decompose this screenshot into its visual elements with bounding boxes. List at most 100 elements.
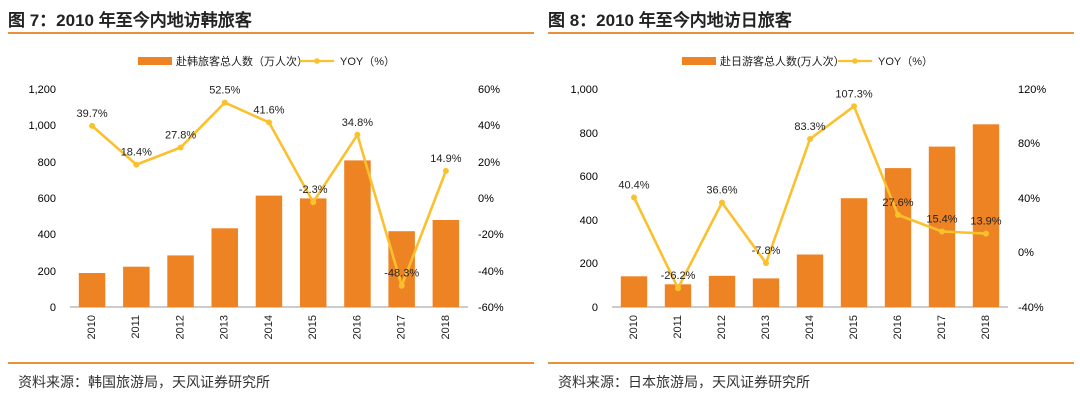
- bar-2010: [620, 276, 648, 307]
- yoy-point-2010: [89, 122, 96, 129]
- yoy-series: [89, 99, 449, 289]
- source-note: 资料来源：日本旅游局，天风证券研究所: [558, 374, 810, 390]
- x-tick-label: 2014: [263, 315, 275, 339]
- bar-2011: [123, 266, 150, 307]
- yoy-data-label: -2.3%: [299, 184, 328, 196]
- yoy-data-label: 52.5%: [209, 85, 240, 97]
- chart-title: 图 7：2010 年至今内地访韩旅客: [8, 11, 252, 30]
- left-tick: 400: [38, 229, 56, 241]
- left-tick: 800: [38, 157, 56, 169]
- chart-panel-japan: 图 8：2010 年至今内地访日旅客 赴日游客总人数(万人次） YOY（%） 1…: [548, 0, 1074, 400]
- yoy-point-2014: [807, 136, 813, 142]
- source-divider: [8, 362, 534, 364]
- left-tick: 400: [580, 215, 598, 227]
- yoy-point-2013: [221, 99, 228, 106]
- x-tick-label: 2011: [672, 315, 684, 339]
- yoy-point-2013: [763, 260, 769, 267]
- x-tick-label: 2013: [760, 315, 772, 339]
- yoy-point-2018: [983, 230, 989, 237]
- x-tick-label: 2013: [219, 315, 231, 339]
- bar-2016: [344, 160, 371, 307]
- yoy-data-label: 34.8%: [342, 117, 373, 129]
- x-tick-label: 2011: [130, 315, 142, 339]
- right-tick: -60%: [478, 302, 504, 314]
- legend-bar-label: 赴日游客总人数(万人次）: [720, 54, 845, 68]
- yoy-data-label: 41.6%: [253, 104, 284, 116]
- legend-line-marker: [314, 58, 320, 64]
- legend-bar-swatch: [138, 57, 172, 65]
- left-tick: 600: [38, 193, 56, 205]
- yoy-data-label: 13.9%: [970, 216, 1001, 228]
- yoy-point-2011: [675, 285, 681, 292]
- bar-2015: [300, 198, 327, 307]
- right-tick: 0%: [1018, 247, 1034, 259]
- right-tick: 40%: [478, 120, 500, 132]
- bar-2014: [255, 195, 283, 307]
- left-tick: 200: [580, 258, 598, 270]
- left-tick: 1,200: [28, 84, 56, 96]
- right-tick: -40%: [478, 266, 504, 278]
- right-tick: -20%: [478, 229, 504, 241]
- right-tick: 0%: [478, 193, 494, 205]
- yoy-point-2016: [354, 131, 361, 138]
- bar-2015: [840, 198, 868, 307]
- yoy-point-2015: [310, 199, 317, 206]
- x-tick-label: 2018: [980, 315, 992, 339]
- yoy-point-2017: [398, 282, 405, 289]
- yoy-point-2012: [177, 144, 184, 151]
- bar-series: [620, 124, 1000, 307]
- yoy-point-2011: [133, 161, 140, 168]
- yoy-data-labels: 39.7% 18.4% 27.8% 52.5% 41.6% -2.3% 34.8…: [76, 85, 461, 280]
- chart-japan-svg: 赴日游客总人数(万人次） YOY（%） 1,000 800 600 400 20…: [570, 54, 1046, 339]
- yoy-point-2018: [442, 167, 449, 174]
- yoy-data-label: 27.8%: [165, 130, 196, 142]
- yoy-data-label: 83.3%: [794, 121, 825, 133]
- legend-line-label: YOY（%）: [878, 55, 933, 68]
- x-tick-label: 2015: [307, 315, 319, 339]
- legend-line-label: YOY（%）: [340, 55, 395, 68]
- yoy-series: [631, 103, 989, 292]
- x-tick-label: 2012: [716, 315, 728, 339]
- bar-2011: [664, 284, 692, 307]
- chart-panel-korea: 图 7：2010 年至今内地访韩旅客 赴韩旅客总人数（万人次） YOY（%） 1…: [8, 0, 534, 400]
- x-tick-label: 2018: [440, 315, 452, 339]
- chart-korea-svg: 赴韩旅客总人数（万人次） YOY（%） 1,200 1,000 800 600 …: [28, 54, 504, 339]
- x-axis-labels: 2010 2011 2012 2013 2014 2015 2016 2017 2018: [86, 315, 452, 339]
- legend-bar-swatch: [682, 57, 716, 65]
- source-divider: [548, 362, 1074, 364]
- x-tick-label: 2016: [351, 315, 363, 339]
- bar-series: [78, 160, 460, 307]
- right-tick: 60%: [478, 84, 500, 96]
- bar-2018: [432, 220, 460, 307]
- yoy-data-label: -26.2%: [661, 270, 696, 282]
- yoy-data-label: -7.8%: [752, 245, 781, 257]
- x-tick-label: 2010: [86, 315, 98, 339]
- left-tick: 200: [38, 266, 56, 278]
- yoy-point-2014: [266, 119, 272, 126]
- left-tick: 800: [580, 128, 598, 140]
- title-divider: [548, 32, 1074, 34]
- right-tick: 80%: [1018, 138, 1040, 150]
- source-note: 资料来源：韩国旅游局，天风证券研究所: [18, 374, 270, 390]
- bar-2013: [211, 228, 238, 307]
- yoy-data-label: 27.6%: [882, 197, 913, 209]
- x-tick-label: 2016: [892, 315, 904, 339]
- yoy-data-label: -48.3%: [384, 268, 419, 280]
- yoy-point-2015: [851, 103, 857, 110]
- bar-2017: [388, 231, 415, 307]
- x-axis-labels: 2010 2011 2012 2013 2014 2015 2016 2017 2018: [628, 315, 992, 339]
- chart-title: 图 8：2010 年至今内地访日旅客: [548, 11, 792, 30]
- left-tick: 0: [592, 302, 598, 314]
- yoy-point-2016: [895, 211, 901, 218]
- left-tick: 0: [50, 302, 56, 314]
- yoy-point-2012: [719, 199, 725, 206]
- bar-2012: [708, 275, 736, 307]
- bar-2010: [78, 273, 106, 307]
- yoy-data-labels: 40.4% -26.2% 36.6% -7.8% 83.3% 107.3% 27…: [618, 88, 1001, 282]
- x-tick-label: 2015: [848, 315, 860, 339]
- bar-2012: [167, 255, 194, 307]
- right-tick: 20%: [478, 157, 500, 169]
- right-tick: 120%: [1018, 84, 1046, 96]
- yoy-data-label: 15.4%: [926, 214, 957, 226]
- yoy-point-2017: [939, 228, 945, 235]
